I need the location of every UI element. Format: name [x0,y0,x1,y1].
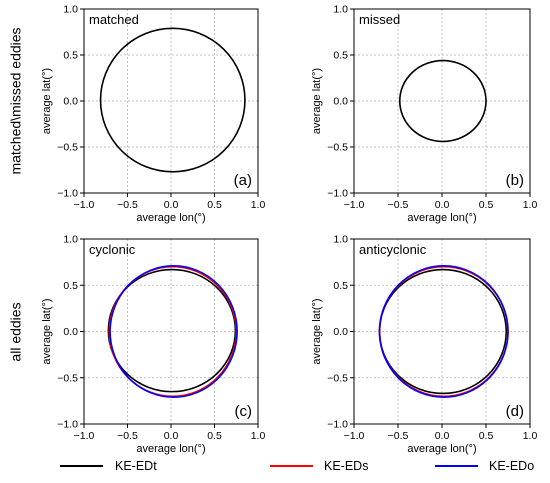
x-axis-label: average lon(°) [136,212,205,224]
x-tick-label: 0.0 [435,430,450,442]
legend: KE-EDt KE-EDs KE-EDo [60,459,534,473]
x-tick-label: −0.5 [117,199,138,211]
panel-title: matched [89,12,139,27]
series-ke-edo-c [109,265,238,398]
y-tick-label: −0.5 [327,142,348,154]
y-tick-label: 0.5 [333,280,348,292]
x-tick-label: 0.0 [435,199,450,211]
panel-title: anticyclonic [359,242,427,257]
x-axis-label: average lon(°) [407,212,476,224]
x-tick-label: −0.5 [388,430,409,442]
y-tick-label: 0.5 [63,50,78,62]
x-tick-label: 0.5 [479,430,494,442]
series-ke-edo-d [378,265,509,398]
y-tick-label: −1.0 [327,419,348,431]
y-tick-label: 1.0 [333,234,348,246]
y-tick-label: 0.0 [63,326,78,338]
x-tick-label: 1.0 [251,430,266,442]
x-tick-label: 0.5 [207,430,222,442]
x-tick-label: 1.0 [251,199,266,211]
panel-title: missed [359,12,400,27]
x-tick-label: −0.5 [117,430,138,442]
y-tick-label: 0.5 [63,280,78,292]
panel-d: −1.0−1.0 −0.5 −0.5 0.0 0.0 0.5 0.5 1.0 1.0 averag… [311,234,537,456]
x-tick-label: 0.5 [207,199,222,211]
y-tick-label: −1.0 [57,419,78,431]
x-tick-label: −0.5 [388,199,409,211]
y-tick-label: 0.0 [333,96,348,108]
panel-a: −1.0−1.0 −0.5 −0.5 0.0 0.0 0.5 0.5 1.0 1.0 averag… [41,4,265,225]
y-tick-label: −0.5 [57,372,78,384]
y-tick-label: 1.0 [63,4,78,16]
legend-label-ke-eds: KE-EDs [324,459,368,473]
x-tick-label: 1.0 [523,430,538,442]
panel-c: −1.0−1.0 −0.5 −0.5 0.0 0.0 0.5 0.5 1.0 1.0 averag… [41,234,265,456]
legend-label-ke-edo: KE-EDo [489,459,534,473]
y-tick-label: −0.5 [57,142,78,154]
series-curve-b [398,59,487,143]
panel-tag: (c) [235,403,253,420]
y-tick-label: 0.5 [333,50,348,62]
series-curve-a [99,27,246,173]
y-axis-label: average lat(°) [311,68,323,134]
panels: −1.0−1.0−0.5−0.50.00.00.50.51.01.0averag… [41,4,537,456]
row-label-bottom: all eddies [8,302,24,361]
x-tick-label: −1.0 [74,430,95,442]
x-tick-label: −1.0 [74,199,95,211]
y-tick-label: −1.0 [57,188,78,200]
y-axis-label: average lat(°) [41,298,53,364]
x-tick-label: 0.0 [164,430,179,442]
x-axis-label: average lon(°) [136,443,205,455]
x-tick-label: −1.0 [344,199,365,211]
y-axis-label: average lat(°) [41,68,53,134]
y-tick-label: 0.0 [63,96,78,108]
legend-label-ke-edt: KE-EDt [115,459,157,473]
x-axis-label: average lon(°) [407,443,476,455]
panel-tag: (b) [506,172,524,189]
series-ke-eds-c [108,265,238,398]
y-tick-label: 0.0 [333,326,348,338]
row-label-top: matched\missed eddies [8,27,24,174]
y-tick-label: −0.5 [327,372,348,384]
x-tick-label: 0.0 [164,199,179,211]
y-tick-label: 1.0 [333,4,348,16]
series-ke-edt-c [107,268,237,393]
panel-title: cyclonic [89,242,136,257]
panel-tag: (d) [506,403,524,420]
x-tick-label: −1.0 [344,430,365,442]
y-tick-label: −1.0 [327,188,348,200]
x-tick-label: 1.0 [523,199,538,211]
x-tick-label: 0.5 [479,199,494,211]
y-tick-label: 1.0 [63,234,78,246]
y-axis-label: average lat(°) [311,298,323,364]
panel-b: −1.0−1.0 −0.5 −0.5 0.0 0.0 0.5 0.5 1.0 1.0 averag… [311,4,537,225]
panel-tag: (a) [234,172,252,189]
